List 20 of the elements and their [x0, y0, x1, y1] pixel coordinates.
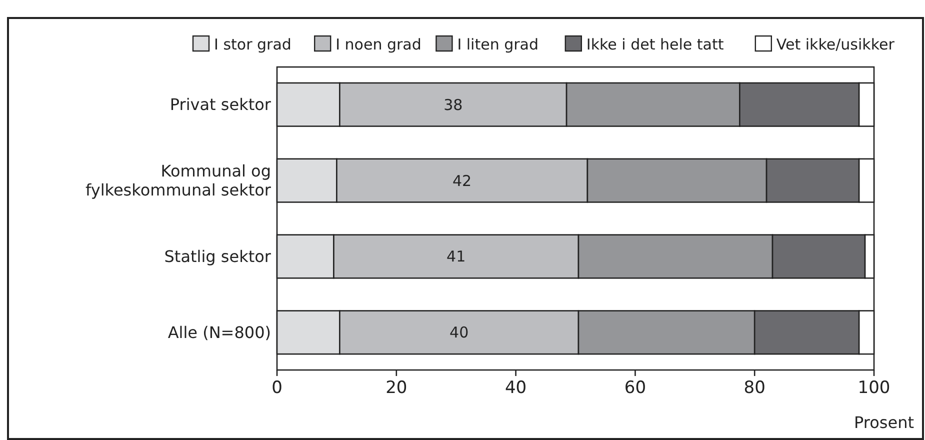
legend-label: I liten grad: [457, 35, 539, 54]
x-tick-label: 100: [858, 378, 890, 398]
x-axis-title: Prosent: [854, 413, 914, 432]
y-tick-label: Kommunal og fylkeskommunal sektor: [86, 162, 272, 200]
data-label: 40: [450, 324, 469, 342]
legend-label: Vet ikke/usikker: [776, 35, 896, 54]
x-tick-label: 0: [272, 378, 282, 398]
x-tick-label: 60: [624, 378, 646, 398]
x-tick-label: 40: [504, 378, 527, 398]
data-label: 38: [444, 96, 463, 114]
legend-label: Ikke i det hele tatt: [586, 35, 724, 54]
legend-label: I stor grad: [214, 35, 292, 54]
x-tick-label: 20: [386, 378, 408, 398]
legend-label: I noen grad: [336, 35, 422, 54]
data-label: 42: [452, 172, 472, 190]
y-tick-label: Statlig sektor: [164, 247, 272, 266]
data-label: 41: [446, 248, 466, 266]
x-tick-label: 80: [744, 378, 766, 398]
y-tick-label: Privat sektor: [170, 95, 272, 114]
y-tick-label: Alle (N=800): [168, 323, 271, 342]
